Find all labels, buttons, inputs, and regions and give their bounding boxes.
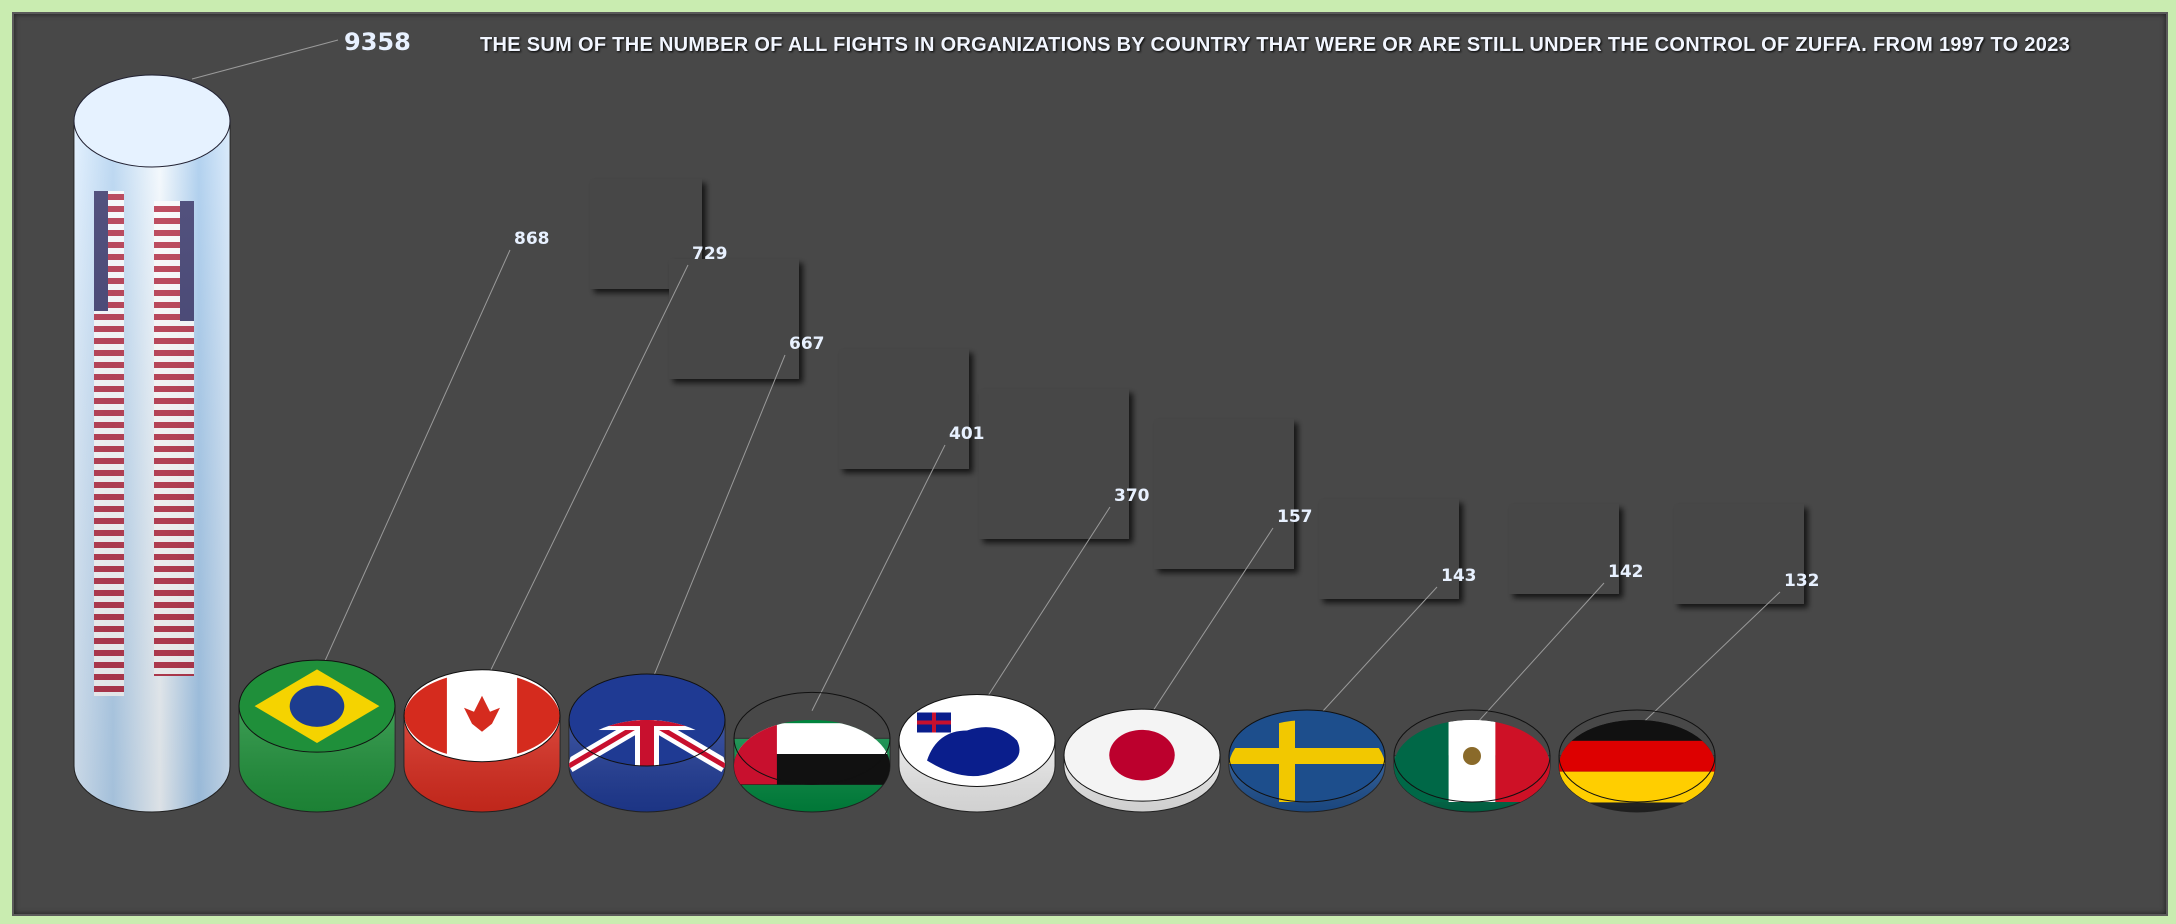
data-label: 9358 <box>344 28 411 56</box>
bar-top-mexico-flag <box>1393 709 1551 803</box>
leader-line <box>1636 591 1781 729</box>
data-label-box <box>1319 499 1459 599</box>
data-label: 142 <box>1608 562 1644 582</box>
bar-top-uae-flag <box>733 691 891 785</box>
bar-uae <box>733 691 891 813</box>
bar-usa <box>73 74 231 813</box>
leader-line <box>316 249 511 679</box>
data-label-box <box>979 389 1129 539</box>
bars-group <box>73 74 1716 813</box>
bar-japan <box>1063 708 1221 813</box>
data-label-box <box>669 259 799 379</box>
data-label-boxes <box>590 179 1804 604</box>
leader-line <box>481 264 689 689</box>
leader-line <box>976 506 1111 714</box>
bar-top-usa-flag <box>73 74 231 168</box>
data-label: 157 <box>1277 507 1313 527</box>
data-label-box <box>1154 419 1294 569</box>
bar-top-brazil-flag <box>238 659 396 753</box>
bar-sweden <box>1228 709 1386 813</box>
bar-top-japan-flag <box>1063 708 1221 802</box>
leader-line <box>1141 527 1274 728</box>
data-label: 401 <box>949 424 985 444</box>
bar-top-canada-flag <box>403 669 561 763</box>
leader-line <box>191 39 339 80</box>
data-label-box <box>839 349 969 469</box>
bar-united-kingdom <box>568 673 726 813</box>
leader-line <box>646 354 786 693</box>
bar-germany <box>1558 709 1716 813</box>
chart-canvas: 9358 868 729 667 401 370 157 143 142 132 <box>73 28 1820 813</box>
data-label-box <box>1509 504 1619 594</box>
bar-top-sweden-flag <box>1228 709 1386 803</box>
bar-mexico <box>1393 709 1551 813</box>
leader-line <box>811 444 946 711</box>
chart-title: THE SUM OF THE NUMBER OF ALL FIGHTS IN O… <box>480 34 2071 56</box>
data-label: 143 <box>1441 566 1477 586</box>
bar-top-australia-flag <box>898 693 1056 787</box>
bar-top-germany-flag <box>1558 709 1716 803</box>
data-label: 667 <box>789 334 825 354</box>
chart-frame: THE SUM OF THE NUMBER OF ALL FIGHTS IN O… <box>12 12 2168 916</box>
data-label: 132 <box>1784 571 1820 591</box>
data-label-box <box>1674 504 1804 604</box>
data-labels: 9358 868 729 667 401 370 157 143 142 132 <box>344 28 1820 591</box>
data-label: 370 <box>1114 486 1150 506</box>
bar-australia <box>898 693 1056 813</box>
leader-line <box>1471 582 1605 729</box>
bar-top-uk-flag <box>568 673 726 773</box>
bar-brazil <box>238 659 396 813</box>
data-label: 868 <box>514 229 550 249</box>
leader-line <box>1306 586 1438 729</box>
leader-lines <box>191 39 1781 729</box>
bar-canada <box>403 669 561 813</box>
data-label: 729 <box>692 244 728 264</box>
